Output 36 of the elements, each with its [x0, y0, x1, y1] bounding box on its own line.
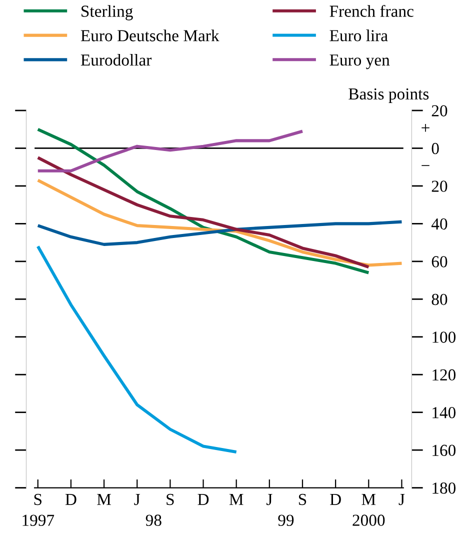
legend-label: French franc: [330, 4, 414, 17]
text: −: [422, 165, 430, 166]
y-tick-label: 100: [432, 332, 456, 343]
y-tick-label: 160: [432, 444, 456, 456]
y-tick-label: 120: [432, 369, 456, 381]
legend-label: Euro yen: [330, 54, 390, 70]
y-tick-label: 40: [431, 218, 448, 230]
x-tick-label: D: [198, 494, 209, 505]
y-tick-label: 140: [432, 407, 456, 418]
y-axis-title: Basis points: [348, 88, 429, 103]
text: 2000: [352, 514, 385, 526]
x-tick-label: J: [398, 494, 405, 506]
x-tick-label: M: [362, 494, 376, 505]
x-tick-label: S: [298, 494, 306, 506]
y-tick-label: 80: [432, 294, 448, 306]
x-tick-label: S: [34, 494, 42, 506]
x-tick-label: M: [229, 494, 244, 505]
text: 99: [278, 514, 294, 526]
y-tick-label: 60: [432, 256, 448, 268]
y-tick-label: 20: [432, 180, 448, 192]
text: +: [422, 124, 430, 132]
y-tick-label: 180: [432, 482, 456, 494]
y-tick-label: 20: [432, 105, 448, 116]
text: 1997: [22, 514, 54, 526]
y-tick-label: 0: [432, 142, 439, 154]
legend-label: Sterling: [82, 5, 133, 20]
text: 98: [146, 514, 162, 526]
legend-label: Euro Deutsche Mark: [80, 30, 220, 42]
x-tick-label: J: [134, 494, 140, 506]
legend-label: Eurodollar: [80, 54, 152, 66]
x-tick-label: J: [266, 494, 272, 506]
x-tick-label: M: [97, 494, 111, 505]
x-tick-label: D: [330, 494, 341, 505]
legend-label: Euro lira: [330, 30, 388, 42]
x-tick-label: D: [65, 494, 76, 505]
x-tick-label: S: [166, 494, 174, 506]
